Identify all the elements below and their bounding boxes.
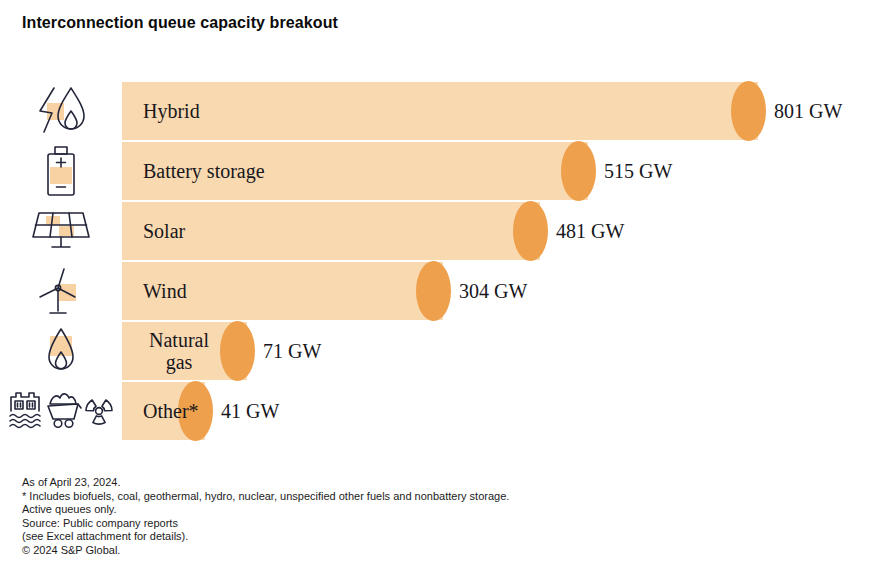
footnote-excel-note: (see Excel attachment for details).: [22, 530, 509, 544]
bar-other: Other*: [122, 382, 205, 440]
coal-cart-icon: [48, 394, 81, 427]
bar-chart: Hybrid 801 GW Battery storage 515 GW: [0, 82, 872, 442]
bar-label: Battery storage: [122, 160, 265, 183]
footnote-source: Source: Public company reports: [22, 517, 509, 531]
bar-hybrid: Hybrid: [122, 82, 758, 140]
bar-label: Hybrid: [122, 100, 200, 123]
footnote-as-of-date: As of April 23, 2024.: [22, 476, 509, 490]
bar-natural-gas: Natural gas: [122, 322, 247, 380]
bar-value: 515 GW: [604, 160, 672, 183]
battery-storage-icon: [0, 142, 122, 200]
solar-icon: [0, 202, 122, 260]
chart-row-other: Other* 41 GW: [0, 382, 872, 440]
bar-label: Other*: [122, 400, 199, 423]
bar-label: Natural gas: [122, 329, 222, 373]
bar-end-marker: [561, 141, 596, 201]
bar-end-marker: [731, 81, 766, 141]
bar-value: 801 GW: [774, 100, 842, 123]
bar-label: Wind: [122, 280, 187, 303]
bar-value: 71 GW: [263, 340, 321, 363]
bar-end-marker: [513, 201, 548, 261]
bar-end-marker: [220, 321, 255, 381]
bar-value: 481 GW: [556, 220, 624, 243]
bar-wind: Wind: [122, 262, 443, 320]
hydro-icon: [10, 393, 40, 428]
chart-row-solar: Solar 481 GW: [0, 202, 872, 260]
bar-solar: Solar: [122, 202, 540, 260]
other-icons: [0, 382, 122, 440]
footnote-other-definition: * Includes biofuels, coal, geothermal, h…: [22, 490, 509, 504]
chart-row-battery-storage: Battery storage 515 GW: [0, 142, 872, 200]
radiation-icon: [85, 399, 113, 424]
chart-row-hybrid: Hybrid 801 GW: [0, 82, 872, 140]
chart-row-wind: Wind 304 GW: [0, 262, 872, 320]
chart-title: Interconnection queue capacity breakout: [22, 14, 338, 32]
footnote-active-queues: Active queues only.: [22, 503, 509, 517]
chart-row-natural-gas: Natural gas 71 GW: [0, 322, 872, 380]
bar-label: Solar: [122, 220, 185, 243]
bar-end-marker: [416, 261, 451, 321]
bar-value: 41 GW: [221, 400, 279, 423]
wind-icon: [0, 262, 122, 320]
hybrid-icon: [0, 82, 122, 140]
bar-battery-storage: Battery storage: [122, 142, 588, 200]
footnotes: As of April 23, 2024. * Includes biofuel…: [22, 476, 509, 557]
footnote-copyright: © 2024 S&P Global.: [22, 544, 509, 558]
bar-value: 304 GW: [459, 280, 527, 303]
natural-gas-icon: [0, 322, 122, 380]
chart-page: Interconnection queue capacity breakout …: [0, 0, 872, 582]
